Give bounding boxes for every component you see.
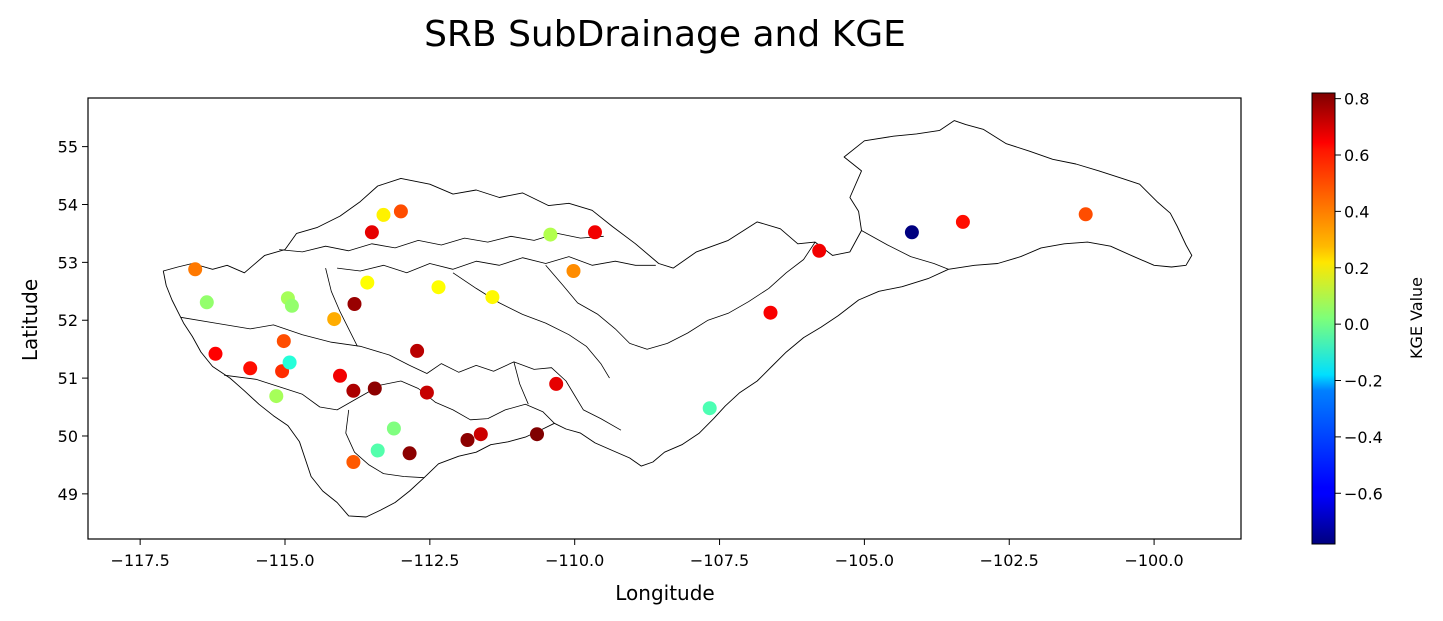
colorbar-tick-label: 0.4 [1344, 202, 1369, 221]
y-axis-title: Latitude [18, 279, 42, 361]
gauge-point-38 [904, 225, 919, 240]
subbasin-boundary-6 [452, 272, 610, 379]
gauge-point-36 [763, 305, 778, 320]
subbasin-boundary-8 [861, 230, 949, 270]
y-tick-label: 51 [58, 369, 78, 388]
gauge-point-3 [208, 346, 223, 361]
gauge-point-32 [549, 376, 564, 391]
x-tick-label: −110.0 [545, 551, 604, 570]
colorbar-axis: −0.6 −0.4 −0.2 0.0 0.2 0.4 0.6 0.8 [1335, 90, 1383, 503]
gauge-points-layer [188, 204, 1093, 469]
subbasin-outline-layer [162, 120, 1193, 518]
colorbar-tick-label: 0.0 [1344, 315, 1369, 334]
gauge-point-19 [370, 443, 385, 458]
y-tick-label: 53 [58, 253, 78, 272]
subbasin-boundary-9 [345, 409, 425, 479]
x-tick-label: −112.5 [400, 551, 459, 570]
gauge-point-37 [812, 243, 827, 258]
subbasin-boundary-10 [513, 361, 529, 405]
subbasin-boundary-7 [545, 241, 816, 350]
gauge-point-15 [346, 455, 361, 469]
colorbar-tick-label: −0.4 [1344, 428, 1383, 447]
gauge-point-22 [393, 204, 408, 219]
gauge-point-26 [431, 280, 446, 295]
gauge-point-25 [419, 385, 434, 400]
basin-outline [162, 120, 1193, 518]
gauge-point-33 [566, 264, 581, 278]
gauge-point-20 [376, 207, 391, 222]
gauge-point-40 [1078, 207, 1093, 222]
gauge-point-39 [955, 214, 970, 229]
colorbar [1311, 92, 1336, 545]
gauge-point-14 [346, 383, 361, 398]
y-tick-label: 55 [58, 138, 78, 157]
gauge-point-31 [543, 227, 558, 242]
x-axis: −117.5 −115.0 −112.5 −110.0 −107.5 −105.0 −102… [111, 539, 1184, 570]
y-tick-label: 49 [58, 485, 78, 504]
x-tick-label: −105.0 [835, 551, 894, 570]
gauge-point-16 [360, 275, 375, 290]
gauge-point-21 [386, 421, 401, 436]
y-tick-label: 50 [58, 427, 78, 446]
x-tick-label: −107.5 [690, 551, 749, 570]
gauge-point-18 [367, 381, 382, 396]
gauge-point-35 [702, 401, 717, 416]
subbasin-boundary-5 [325, 268, 358, 347]
gauge-point-23 [402, 446, 417, 461]
colorbar-tick-label: 0.2 [1344, 259, 1369, 278]
gauge-point-27 [460, 433, 475, 447]
x-axis-title: Longitude [615, 581, 714, 605]
colorbar-title: KGE Value [1407, 277, 1426, 359]
y-axis: 49 50 51 52 53 54 55 [58, 138, 88, 504]
plot-frame [87, 97, 1242, 540]
colorbar-tick-label: 0.6 [1344, 146, 1369, 165]
gauge-point-2 [199, 295, 214, 310]
gauge-point-5 [269, 389, 284, 404]
gauge-point-34 [588, 225, 602, 240]
gauge-point-28 [473, 427, 488, 442]
gauge-point-24 [410, 343, 425, 358]
x-tick-label: −102.5 [980, 551, 1039, 570]
gauge-point-1 [188, 262, 203, 277]
gauge-point-17 [364, 225, 379, 240]
gauge-point-9 [284, 298, 299, 313]
gauge-point-4 [243, 361, 258, 376]
subbasin-boundary-1 [180, 316, 622, 431]
x-tick-label: −100.0 [1124, 551, 1183, 570]
gauge-point-11 [327, 312, 342, 327]
gauge-point-13 [347, 297, 362, 311]
gauge-point-10 [282, 355, 297, 370]
subbasin-boundary-3 [337, 256, 656, 274]
subbasin-boundary-2 [224, 374, 555, 424]
colorbar-tick-label: −0.2 [1344, 372, 1383, 391]
gauge-point-7 [276, 334, 291, 349]
colorbar-tick-label: −0.6 [1344, 484, 1383, 503]
x-tick-label: −117.5 [111, 551, 170, 570]
x-tick-label: −115.0 [255, 551, 314, 570]
y-tick-label: 52 [58, 311, 78, 330]
chart-title: SRB SubDrainage and KGE [424, 14, 906, 55]
colorbar-tick-label: 0.8 [1344, 90, 1369, 109]
gauge-point-12 [333, 368, 347, 383]
gauge-point-30 [530, 427, 544, 442]
y-tick-label: 54 [58, 195, 78, 214]
gauge-point-29 [485, 290, 500, 305]
